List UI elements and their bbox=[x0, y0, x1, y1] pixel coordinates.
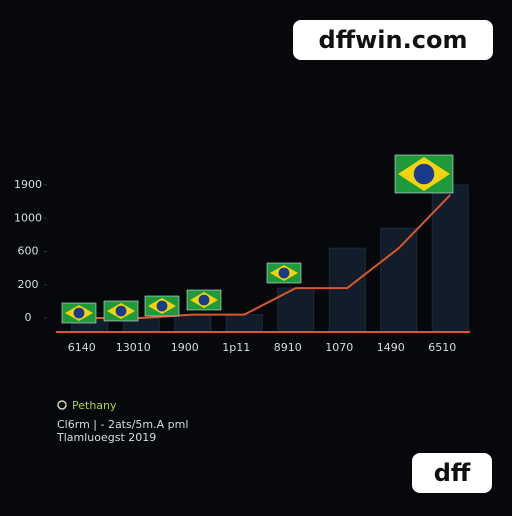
legend-label: Pethany bbox=[72, 399, 117, 412]
x-tick-label: 13010 bbox=[116, 341, 151, 354]
flag bbox=[413, 163, 435, 185]
x-tick-label: 1490 bbox=[377, 341, 405, 354]
y-tick-label: 1000 bbox=[14, 211, 42, 224]
flag bbox=[198, 294, 210, 306]
legend-marker bbox=[57, 400, 67, 410]
y-tick-label: 0 bbox=[25, 311, 32, 324]
flag-icon bbox=[144, 295, 180, 317]
watermark-box bbox=[412, 453, 492, 493]
flag-icon bbox=[186, 289, 222, 311]
flag-icon bbox=[103, 300, 139, 322]
y-tick-label: 1900 bbox=[14, 178, 42, 191]
line bbox=[89, 194, 451, 319]
flag-icon bbox=[394, 154, 454, 194]
x-tick-label: 1900 bbox=[171, 341, 199, 354]
bar bbox=[431, 184, 469, 333]
plot-area: 0 200 600 1000 1900 6140 13010 1900 1p11 8910 1070… bbox=[14, 154, 470, 354]
bar bbox=[174, 314, 212, 333]
note: Cl6rm | - 2ats/5m.A pml bbox=[57, 418, 188, 431]
bar bbox=[225, 314, 263, 333]
flag-icon bbox=[61, 302, 97, 324]
y-tick-label: 200 bbox=[18, 278, 39, 291]
x-tick-label: 1070 bbox=[325, 341, 353, 354]
note: Tlamluoegst 2019 bbox=[56, 431, 156, 444]
bar bbox=[380, 227, 418, 333]
x-tick-label: 6510 bbox=[428, 341, 456, 354]
watermark: dff bbox=[434, 459, 471, 487]
flag bbox=[73, 307, 85, 319]
watermark-box bbox=[293, 20, 493, 60]
flag bbox=[278, 267, 290, 279]
x-tick-label: 8910 bbox=[274, 341, 302, 354]
y-tick-label: 600 bbox=[18, 245, 39, 258]
flag bbox=[156, 300, 168, 312]
watermark: dffwin.com bbox=[319, 26, 468, 54]
flag bbox=[115, 305, 127, 317]
flag-icon bbox=[266, 262, 302, 284]
bar bbox=[328, 247, 366, 333]
x-tick-label: 6140 bbox=[68, 341, 96, 354]
x-tick-label: 1p11 bbox=[222, 341, 250, 354]
